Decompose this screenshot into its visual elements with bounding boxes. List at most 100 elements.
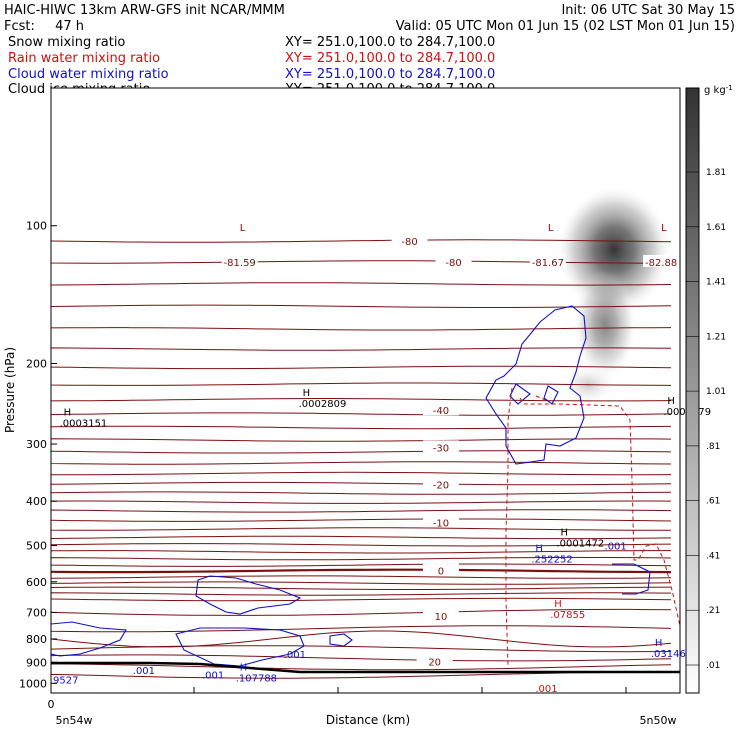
rain-water-contour-small [535, 395, 551, 403]
temp-contour-label: 10 [435, 612, 448, 623]
isotherm-line [51, 563, 672, 567]
temp-contour-label: -81.59 [224, 258, 256, 269]
y-tick-label: 300 [26, 438, 47, 451]
isotherm-line [51, 347, 672, 351]
extremum-type-label: H [535, 544, 543, 555]
extremum-value-label: .107788 [236, 673, 277, 684]
header-init: Init: 06 UTC Sat 30 May 15 [561, 3, 735, 18]
plot-frame [50, 87, 681, 694]
colorbar-bar [685, 87, 700, 694]
field-snow-xy: XY= 251.0,100.0 to 284.7,100.0 [285, 35, 495, 50]
temp-label-bg [422, 563, 459, 576]
temp-label-bg [643, 254, 680, 267]
isotherm-line [51, 304, 672, 308]
isotherm-line [51, 663, 672, 671]
header-fcst-value: 47 h [55, 19, 84, 34]
isotherm-line [51, 481, 672, 486]
temp-contour-label: 20 [428, 657, 441, 668]
temp-contour-label: -81.67 [532, 258, 564, 269]
colorbar-label: 1.81 [706, 168, 726, 178]
extremum-type-label: L [661, 223, 667, 234]
colorbar-unit-base: g kg [704, 85, 726, 96]
isotherm-line [51, 491, 672, 495]
header-fcst-label: Fcst: [4, 19, 35, 34]
extremum-value-label: .252252 [531, 555, 572, 566]
cloud-water-contour-low-1 [195, 575, 302, 615]
isotherm-line [51, 450, 672, 454]
extremum-value-label: .031466 [651, 649, 692, 660]
isotherm-line [51, 568, 672, 574]
rain-water-contour-left [505, 387, 513, 667]
isotherm-line [51, 575, 672, 579]
temp-label-bg [422, 440, 459, 453]
header: HAIC-HIWC 13km ARW-GFS init NCAR/MMM Ini… [4, 3, 735, 97]
y-axis: 100 200 300 400 500 600 700 800 900 1000 [19, 220, 57, 690]
isotherm-line [51, 398, 672, 402]
colorbar-unit: g kg-1 [704, 84, 733, 96]
contour-value-label: .001 [133, 666, 155, 677]
cloud-water-contour-convective [485, 305, 587, 465]
temp-contour-label: -20 [433, 481, 449, 492]
isotherm-line [51, 556, 672, 561]
x-axis [193, 687, 627, 693]
isotherm-line [51, 535, 672, 540]
extremum-type-label: H [240, 662, 248, 673]
isotherm-line [51, 239, 672, 243]
colorbar-label: 1.61 [706, 223, 726, 233]
extremum-value-label: .07855 [550, 610, 585, 621]
field-cloudwater-name: Cloud water mixing ratio [8, 67, 169, 82]
temp-label-bg [416, 654, 453, 667]
temp-label-bg [422, 477, 459, 490]
temp-contour-label: -80 [445, 258, 461, 269]
x-axis-label: Distance (km) [326, 713, 410, 727]
isotherm-line [51, 425, 672, 430]
header-valid: Valid: 05 UTC Mon 01 Jun 15 (02 LST Mon … [396, 19, 735, 34]
isotherm-line [51, 327, 672, 331]
y-tick-label: 400 [26, 495, 47, 508]
cloud-water-contour-low-2 [51, 621, 127, 657]
isotherm-line [51, 509, 672, 513]
isotherm-line [51, 471, 672, 476]
temp-label-bg [529, 254, 566, 267]
x-endpoint-right: 5n50w [640, 714, 677, 727]
rain-water-contours [505, 387, 680, 667]
temp-label-bg [435, 254, 472, 267]
field-snow-name: Snow mixing ratio [8, 35, 125, 50]
extremum-type-label: H [303, 388, 311, 399]
isotherm-line [51, 365, 672, 370]
colorbar-unit-exp: -1 [726, 84, 733, 92]
colorbar-label: .81 [706, 442, 720, 452]
colorbar-label: 1.01 [706, 387, 726, 397]
y-tick-label: 600 [26, 576, 47, 589]
temp-contour-label: -80 [401, 237, 417, 248]
field-rain-name: Rain water mixing ratio [8, 51, 160, 66]
y-tick-label: 900 [26, 656, 47, 669]
isotherm-line [51, 543, 672, 547]
contour-labels: -80 -80 -81.59 -81.67 -82.88 -40 -30 -20 -10 0 10 2… [53, 223, 711, 695]
ice-shading-lower [573, 270, 637, 380]
extremum-type-label: L [240, 223, 246, 234]
temp-contour-label: -40 [433, 406, 449, 417]
contour-value-label: 9527 [53, 675, 78, 686]
contour-value-label: .001 [202, 670, 224, 681]
isotherm-line [51, 461, 672, 465]
temp-label-bg [422, 609, 459, 622]
y-tick-label: 700 [26, 606, 47, 619]
colorbar: 1.81 1.61 1.41 1.21 1.01 .81 .61 .41 .21 .01 g kg… [685, 84, 733, 694]
temp-label-bg [422, 403, 459, 416]
cloud-water-contours [51, 305, 651, 667]
temp-label-bg [221, 254, 258, 267]
extremum-type-label: L [548, 223, 554, 234]
temperature-contours [51, 239, 672, 679]
y-tick-label: 800 [26, 633, 47, 646]
temp-contour-label: -10 [433, 518, 449, 529]
isotherm-line [51, 438, 672, 442]
extremum-value-label: .0002809 [299, 399, 347, 410]
isotherm-line [51, 412, 672, 416]
isotherm-line [51, 625, 672, 633]
y-tick-label: 200 [26, 357, 47, 370]
isotherm-line [51, 608, 672, 616]
temp-label-bg [391, 234, 428, 247]
extremum-type-label: H [64, 407, 72, 418]
